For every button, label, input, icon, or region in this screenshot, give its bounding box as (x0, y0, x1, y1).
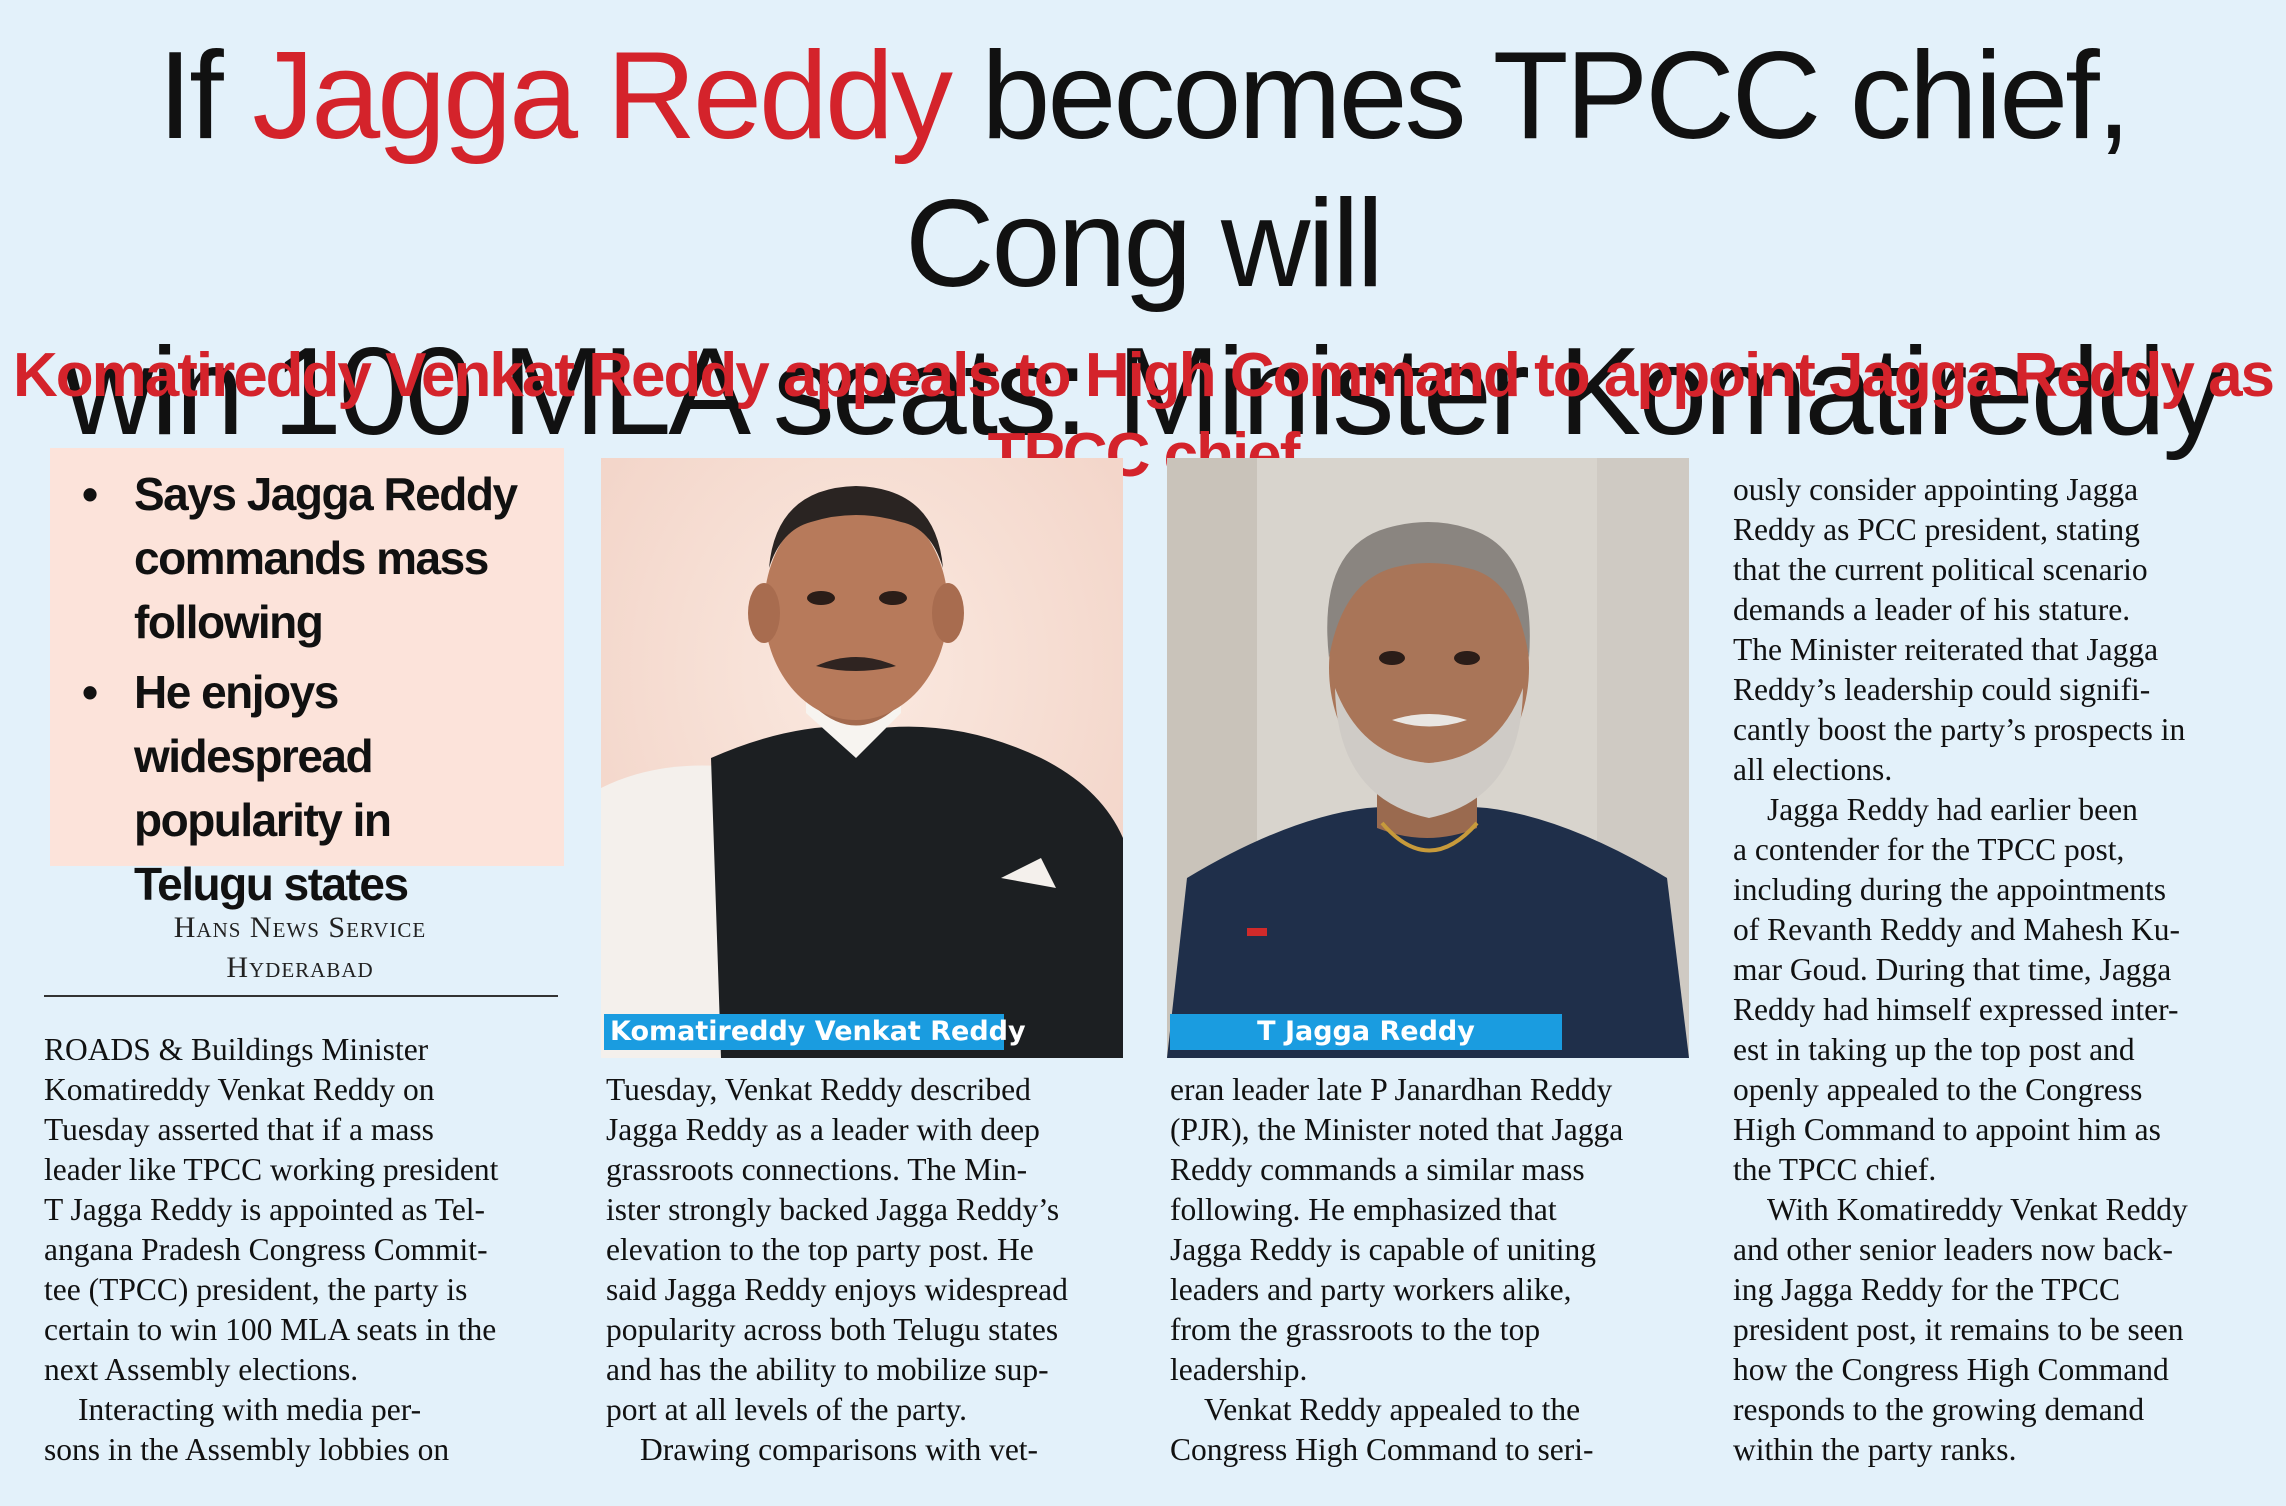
article-line: Tuesday asserted that if a mass (44, 1112, 434, 1147)
highlight-line: popularity in (134, 794, 392, 846)
article-line: Komatireddy Venkat Reddy on (44, 1072, 435, 1107)
headline-text: If (157, 27, 253, 165)
article-line: certain to win 100 MLA seats in the (44, 1312, 497, 1347)
byline-divider (44, 995, 558, 997)
highlight-line: Says Jagga Reddy (134, 468, 518, 520)
highlight-item: • Says Jagga Reddy commands mass followi… (78, 462, 554, 654)
article-line: T Jagga Reddy is appointed as Tel- (44, 1192, 486, 1227)
subheadline: Komatireddy Venkat Reddy appeals to High… (12, 341, 2275, 490)
article-line: the TPCC chief. (1733, 1152, 1937, 1187)
article-line: High Command to appoint him as (1733, 1112, 2161, 1147)
article-line: tee (TPCC) president, the party is (44, 1272, 468, 1307)
article-line: Drawing comparisons with vet- (640, 1432, 1039, 1467)
article-column-2: Tuesday, Venkat Reddy described Jagga Re… (606, 1070, 1068, 1470)
article-line: With Komatireddy Venkat Reddy (1767, 1192, 2188, 1227)
article-line: Reddy as PCC president, stating (1733, 512, 2140, 547)
article-line: following. He emphasized that (1170, 1192, 1557, 1227)
bullet-icon: • (82, 666, 98, 718)
article-line: sons in the Assembly lobbies on (44, 1432, 450, 1467)
article-line: a contender for the TPCC post, (1733, 832, 2125, 867)
article-line: eran leader late P Janardhan Reddy (1170, 1072, 1613, 1107)
article-line: elevation to the top party post. He (606, 1232, 1034, 1267)
highlights-box: • Says Jagga Reddy commands mass followi… (50, 448, 564, 910)
article-line: how the Congress High Command (1733, 1352, 2169, 1387)
article-line: Interacting with media per- (78, 1392, 422, 1427)
headline-line-1: If Jagga Reddy becomes TPCC chief, Cong … (0, 22, 2286, 318)
article-column-1: ROADS & Buildings Minister Komatireddy V… (44, 1030, 498, 1470)
highlight-item: • He enjoys widespread popularity in Tel… (78, 660, 554, 916)
article-line: ROADS & Buildings Minister (44, 1032, 429, 1067)
article-line: Congress High Command to seri- (1170, 1432, 1594, 1467)
article-line: Venkat Reddy appealed to the (1204, 1392, 1581, 1427)
article-line: next Assembly elections. (44, 1352, 359, 1387)
article-line: grassroots connections. The Min- (606, 1152, 1028, 1187)
article-line: and other senior leaders now back- (1733, 1232, 2173, 1267)
article-line: ously consider appointing Jagga (1733, 472, 2139, 507)
article-line: all elections. (1733, 752, 1893, 787)
article-line: and has the ability to mobilize sup- (606, 1352, 1049, 1387)
byline-city: Hyderabad (226, 951, 374, 984)
article-line: of Revanth Reddy and Mahesh Ku- (1733, 912, 2181, 947)
article-line: The Minister reiterated that Jagga (1733, 632, 2159, 667)
highlight-line: Telugu states (134, 858, 409, 910)
article-line: Tuesday, Venkat Reddy described (606, 1072, 1031, 1107)
byline: Hans News Service Hyderabad (44, 908, 556, 988)
article-line: said Jagga Reddy enjoys widespread (606, 1272, 1068, 1307)
article-line: Reddy commands a similar mass (1170, 1152, 1585, 1187)
photo-caption-jagga-reddy: T Jagga Reddy (1170, 1014, 1562, 1050)
article-line: including during the appointments (1733, 872, 2167, 907)
article-line: Reddy’s leadership could signifi- (1733, 672, 2151, 707)
article-line: Jagga Reddy as a leader with deep (606, 1112, 1040, 1147)
highlight-text: He enjoys widespread popularity in Telug… (134, 660, 554, 916)
article-column-3: eran leader late P Janardhan Reddy (PJR)… (1170, 1070, 1623, 1470)
article-line: that the current political scenario (1733, 552, 2148, 587)
highlight-line: commands mass (134, 532, 489, 584)
headline-highlight: Jagga Reddy (252, 27, 953, 165)
article-line: ister strongly backed Jagga Reddy’s (606, 1192, 1060, 1227)
article-line: president post, it remains to be seen (1733, 1312, 2184, 1347)
article-line: within the party ranks. (1733, 1432, 2017, 1467)
article-line: popularity across both Telugu states (606, 1312, 1059, 1347)
highlight-line: following (134, 596, 324, 648)
article-line: port at all levels of the party. (606, 1392, 967, 1427)
byline-agency: Hans News Service (173, 911, 427, 944)
article-line: Jagga Reddy is capable of uniting (1170, 1232, 1597, 1267)
article-line: demands a leader of his stature. (1733, 592, 2131, 627)
headline-line-2: win 100 MLA seats: Minister Komatireddy (64, 323, 2224, 461)
highlight-line: He enjoys widespread (134, 666, 374, 782)
bullet-icon: • (82, 468, 98, 520)
article-line: openly appealed to the Congress (1733, 1072, 2143, 1107)
article-line: angana Pradesh Congress Commit- (44, 1232, 488, 1267)
article-line: leadership. (1170, 1352, 1308, 1387)
photo-caption-komatireddy: Komatireddy Venkat Reddy (604, 1014, 1026, 1050)
article-line: (PJR), the Minister noted that Jagga (1170, 1112, 1624, 1147)
article-line: from the grassroots to the top (1170, 1312, 1541, 1347)
article-line: responds to the growing demand (1733, 1392, 2145, 1427)
article-line: leaders and party workers alike, (1170, 1272, 1572, 1307)
article-line: est in taking up the top post and (1733, 1032, 2135, 1067)
article-line: Reddy had himself expressed inter- (1733, 992, 2179, 1027)
photo-komatireddy (601, 458, 1123, 1058)
photo-jagga-reddy (1167, 458, 1689, 1058)
portrait-illustration (601, 458, 1123, 1058)
portrait-illustration (1167, 458, 1689, 1058)
headline: If Jagga Reddy becomes TPCC chief, Cong … (0, 22, 2286, 466)
article-column-4: ously consider appointing Jagga Reddy as… (1733, 470, 2188, 1470)
highlight-text: Says Jagga Reddy commands mass following (134, 462, 554, 654)
article-line: Jagga Reddy had earlier been (1767, 792, 2138, 827)
article-line: cantly boost the party’s prospects in (1733, 712, 2186, 747)
headline-text: becomes TPCC chief, Cong will (904, 27, 2131, 313)
article-line: leader like TPCC working president (44, 1152, 499, 1187)
article-line: ing Jagga Reddy for the TPCC (1733, 1272, 2121, 1307)
article-line: mar Goud. During that time, Jagga (1733, 952, 2172, 987)
